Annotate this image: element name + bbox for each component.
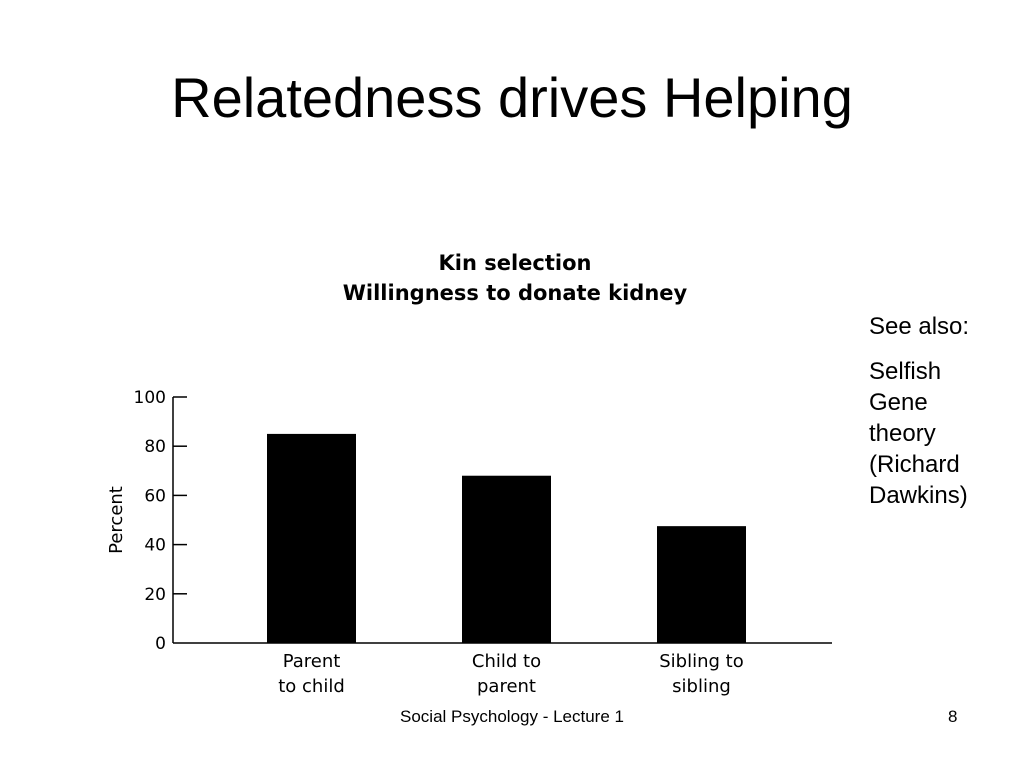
see-also-line: theory: [869, 420, 936, 447]
see-also-line: Selfish: [869, 358, 942, 385]
bar: [267, 433, 356, 643]
y-tick-label: 100: [134, 388, 166, 408]
x-category-label: Child to: [472, 651, 541, 672]
x-category-label: Parent: [283, 651, 341, 672]
x-category-label: to child: [278, 676, 345, 697]
x-category-label: parent: [477, 676, 536, 697]
see-also-heading: See also:: [869, 313, 970, 340]
y-tick-label: 40: [144, 536, 166, 556]
x-axis-labels: Parent to child Child to parent Sibling to si…: [278, 651, 744, 697]
see-also-text: Selfish Gene theory (Richard Dawkins): [869, 356, 1009, 511]
see-also-line: Dawkins): [869, 482, 968, 509]
chart-bars: [267, 433, 746, 643]
chart-title-line: Kin selection: [439, 251, 592, 275]
footer-text: Social Psychology - Lecture 1: [400, 707, 624, 726]
see-also-note: See also: Selfish Gene theory (Richard D…: [869, 311, 1009, 511]
x-category-label: sibling: [672, 676, 731, 697]
see-also-line: (Richard: [869, 451, 960, 478]
y-tick-label: 20: [144, 585, 166, 605]
page-number: 8: [948, 707, 958, 726]
bar: [657, 526, 746, 643]
slide-title: Relatedness drives Helping: [171, 66, 853, 129]
x-category-label: Sibling to: [659, 651, 743, 672]
see-also-line: Gene: [869, 389, 928, 416]
chart-title: Kin selection Willingness to donate kidne…: [343, 251, 688, 305]
y-tick-label: 80: [144, 437, 166, 457]
y-tick-label: 0: [155, 634, 166, 654]
chart-title-line: Willingness to donate kidney: [343, 281, 688, 305]
bar: [462, 475, 551, 643]
y-axis-label: Percent: [106, 486, 127, 554]
y-tick-label: 60: [144, 486, 166, 506]
